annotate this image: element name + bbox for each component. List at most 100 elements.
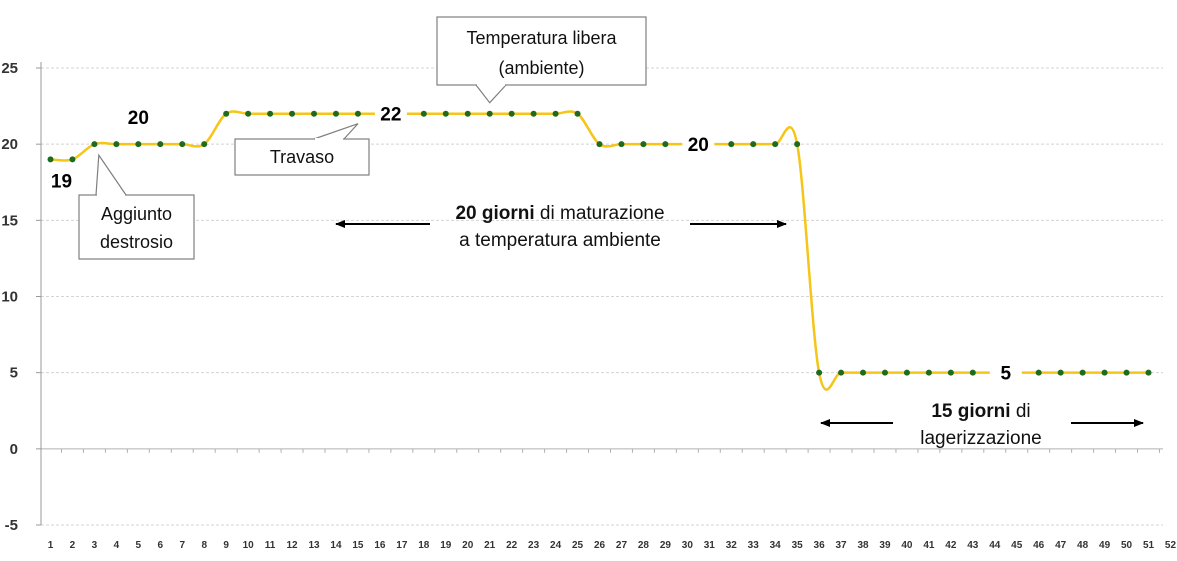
data-point — [662, 141, 669, 148]
data-point — [332, 110, 339, 117]
data-point — [267, 110, 274, 117]
y-tick-label: 25 — [1, 60, 18, 77]
data-point — [311, 110, 318, 117]
data-point — [1101, 369, 1108, 376]
callout-box — [78, 194, 195, 260]
y-tick-label: 10 — [1, 289, 18, 306]
x-tick-label: 49 — [1099, 540, 1111, 551]
data-point — [354, 110, 361, 117]
data-point — [947, 369, 954, 376]
data-point — [574, 110, 581, 117]
annotation-line1: 20 giorni di maturazione — [455, 203, 664, 224]
x-tick-label: 22 — [506, 540, 518, 551]
data-point — [969, 369, 976, 376]
callout-pointer — [313, 123, 359, 140]
data-point — [881, 369, 888, 376]
data-point — [420, 110, 427, 117]
data-point — [201, 141, 208, 148]
x-tick-label: 40 — [901, 540, 913, 551]
x-tick-label: 7 — [179, 540, 185, 551]
x-tick-label: 13 — [308, 540, 320, 551]
x-tick-label: 45 — [1011, 540, 1023, 551]
data-point — [794, 141, 801, 148]
x-tick-label: 9 — [223, 540, 229, 551]
x-tick-label: 25 — [572, 540, 584, 551]
data-label: 20 — [128, 108, 149, 129]
data-label-bg — [989, 361, 1022, 384]
data-point — [552, 110, 559, 117]
x-tick-label: 48 — [1077, 540, 1089, 551]
data-point — [289, 110, 296, 117]
x-tick-label: 50 — [1121, 540, 1133, 551]
x-tick-label: 2 — [70, 540, 76, 551]
data-point — [618, 141, 625, 148]
temperature-line — [50, 110, 1149, 391]
callout-label: destrosio — [100, 232, 173, 252]
x-tick-label: 6 — [158, 540, 164, 551]
x-tick-label: 18 — [418, 540, 430, 551]
x-tick-label: 52 — [1165, 540, 1177, 551]
data-point — [245, 110, 252, 117]
data-point — [1057, 369, 1064, 376]
x-tick-label: 8 — [201, 540, 207, 551]
x-tick-label: 28 — [638, 540, 650, 551]
data-point — [1079, 369, 1086, 376]
data-label-bg — [682, 133, 715, 156]
x-tick-label: 14 — [330, 540, 342, 551]
x-tick-label: 41 — [923, 540, 935, 551]
x-tick-label: 38 — [857, 540, 869, 551]
callout-pointer — [475, 84, 507, 104]
x-tick-label: 44 — [989, 540, 1001, 551]
annotation-line2: lagerizzazione — [920, 428, 1041, 449]
y-tick-label: 0 — [10, 441, 18, 458]
data-point — [860, 369, 867, 376]
data-point — [728, 141, 735, 148]
y-tick-label: 20 — [1, 136, 18, 153]
data-point — [113, 141, 120, 148]
x-tick-label: 1 — [48, 540, 54, 551]
data-point — [486, 110, 493, 117]
x-tick-label: 34 — [770, 540, 782, 551]
data-point — [925, 369, 932, 376]
callout-label: Temperatura libera — [466, 28, 617, 48]
x-tick-label: 27 — [616, 540, 628, 551]
x-tick-label: 21 — [484, 540, 496, 551]
y-tick-label: 5 — [10, 365, 18, 382]
callout-label: Aggiunto — [101, 204, 172, 224]
data-point — [816, 369, 823, 376]
data-label: 19 — [51, 171, 72, 192]
x-tick-label: 19 — [440, 540, 452, 551]
callout-label: (ambiente) — [498, 58, 584, 78]
data-point — [508, 110, 515, 117]
data-point — [772, 141, 779, 148]
x-tick-label: 37 — [835, 540, 847, 551]
annotation-line1: 15 giorni di — [931, 401, 1030, 422]
x-tick-label: 15 — [352, 540, 364, 551]
annotation-bold: 15 giorni — [931, 401, 1010, 422]
x-tick-label: 43 — [967, 540, 979, 551]
data-label: 20 — [688, 135, 709, 156]
data-point — [442, 110, 449, 117]
data-point — [157, 141, 164, 148]
y-tick-label: 15 — [1, 212, 18, 229]
data-point — [91, 141, 98, 148]
x-tick-label: 42 — [945, 540, 957, 551]
x-tick-label: 29 — [660, 540, 672, 551]
data-label: 22 — [380, 105, 401, 126]
data-point — [223, 110, 230, 117]
y-tick-label: -5 — [5, 517, 18, 534]
x-tick-label: 33 — [748, 540, 760, 551]
x-tick-label: 31 — [704, 540, 716, 551]
x-tick-label: 17 — [396, 540, 408, 551]
callout-pointer — [95, 153, 127, 196]
x-tick-label: 46 — [1033, 540, 1045, 551]
data-label: 5 — [1000, 364, 1011, 385]
x-tick-label: 35 — [792, 540, 804, 551]
annotation-rest: di — [1011, 401, 1031, 422]
x-tick-label: 51 — [1143, 540, 1155, 551]
x-tick-label: 23 — [528, 540, 540, 551]
data-point — [1035, 369, 1042, 376]
annotation-line2: a temperatura ambiente — [459, 230, 661, 251]
data-point — [530, 110, 537, 117]
data-point — [464, 110, 471, 117]
